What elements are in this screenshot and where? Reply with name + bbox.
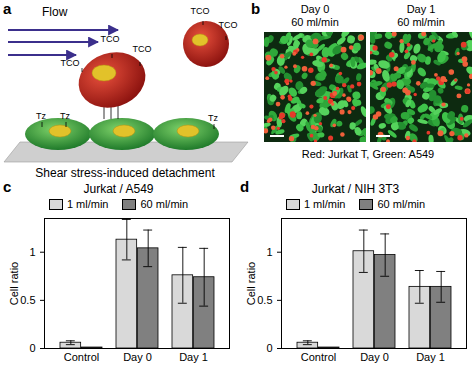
svg-text:Control: Control — [301, 351, 336, 363]
svg-text:0.5: 0.5 — [257, 294, 272, 306]
html-text:1 ml/min: 1 ml/min — [303, 198, 346, 210]
html-text:Jurkat / A549: Jurkat / A549 — [83, 182, 154, 196]
svg-text:Cell ratio: Cell ratio — [8, 262, 20, 305]
svg-text:Tz: Tz — [60, 111, 70, 121]
svg-text:Tz: Tz — [36, 111, 46, 121]
html-text:60 ml/min: 60 ml/min — [140, 198, 189, 210]
svg-text:Day 0: Day 0 — [301, 3, 330, 15]
svg-text:b: b — [251, 0, 260, 17]
svg-text:a: a — [3, 0, 12, 17]
svg-text:TCO: TCO — [191, 6, 210, 16]
svg-text:Day 1: Day 1 — [416, 351, 445, 363]
svg-text:60 ml/min: 60 ml/min — [291, 16, 339, 28]
svg-text:Tz: Tz — [208, 113, 218, 123]
svg-text:Flow: Flow — [42, 5, 68, 19]
svg-text:Day 0: Day 0 — [360, 351, 389, 363]
html-text:c: c — [3, 178, 12, 195]
svg-text:1: 1 — [266, 246, 272, 258]
html-text:60 ml/min: 60 ml/min — [377, 198, 426, 210]
svg-text:Shear stress-induced detachmen: Shear stress-induced detachment — [35, 166, 215, 180]
svg-text:TCO: TCO — [61, 58, 80, 68]
svg-text:TCO: TCO — [101, 34, 120, 44]
svg-text:Red: Jurkat T, Green: A549: Red: Jurkat T, Green: A549 — [302, 148, 434, 160]
svg-text:0: 0 — [29, 342, 35, 354]
svg-text:Cell ratio: Cell ratio — [245, 262, 257, 305]
svg-text:Day 0: Day 0 — [123, 351, 152, 363]
svg-text:0.5: 0.5 — [20, 294, 35, 306]
svg-text:TCO: TCO — [133, 44, 152, 54]
svg-text:Day 1: Day 1 — [407, 3, 436, 15]
svg-text:Control: Control — [64, 351, 99, 363]
svg-text:Day 1: Day 1 — [179, 351, 208, 363]
svg-text:TCO: TCO — [219, 20, 238, 30]
svg-text:0: 0 — [266, 342, 272, 354]
html-text:Jurkat / NIH 3T3: Jurkat / NIH 3T3 — [311, 182, 400, 196]
html-text:d: d — [240, 178, 250, 195]
svg-text:1: 1 — [29, 246, 35, 258]
svg-text:60 ml/min: 60 ml/min — [397, 16, 445, 28]
html-text:1 ml/min: 1 ml/min — [66, 198, 109, 210]
